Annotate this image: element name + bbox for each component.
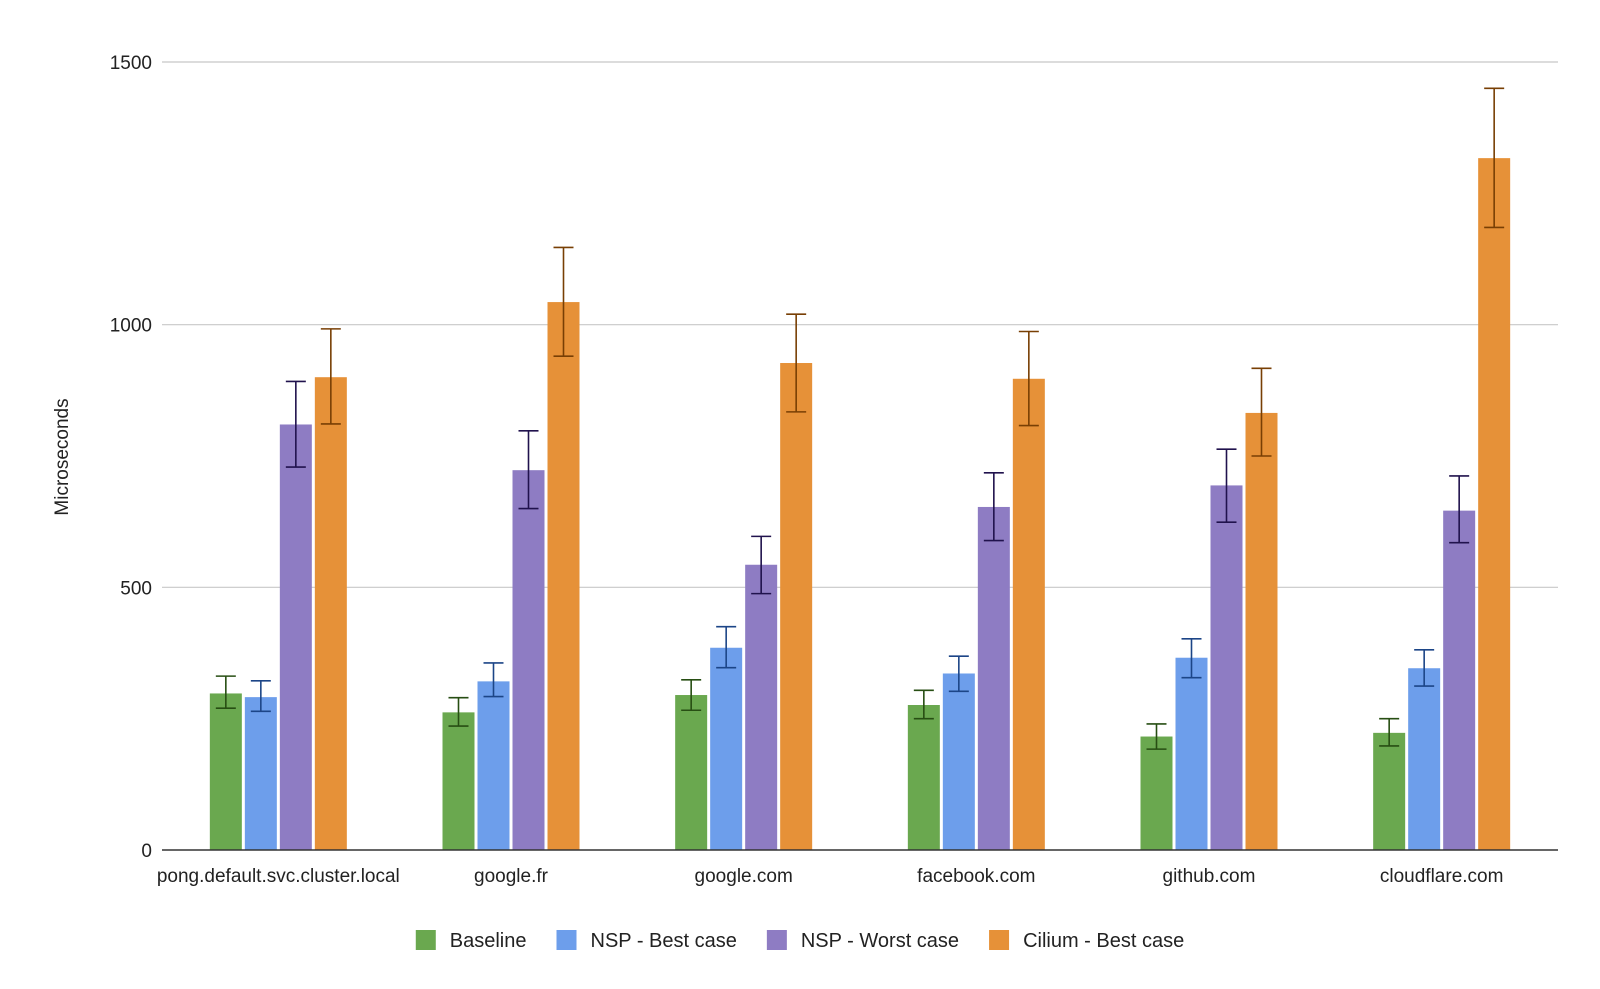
legend-swatch (556, 930, 577, 950)
error-bar (1449, 475, 1470, 544)
legend-item: Cilium - Best case (989, 930, 1184, 952)
error-bar (1146, 723, 1167, 750)
gridlines (162, 61, 1558, 588)
error-bar (250, 680, 271, 713)
error-bar (1379, 717, 1400, 747)
bar-cilium-best-case-1 (547, 302, 580, 850)
legend-swatch (415, 930, 436, 950)
error-bar (1484, 87, 1505, 229)
y-axis-ticks: 0 500 1000 1500 (110, 53, 152, 862)
bar-nsp-best-case-4 (1175, 657, 1208, 850)
legend-label: Baseline (450, 930, 527, 952)
error-bar (553, 246, 574, 357)
bars (209, 158, 1511, 851)
legend-swatch (766, 930, 787, 950)
error-bar (1414, 649, 1435, 687)
bar-cilium-best-case-4 (1245, 412, 1278, 850)
x-category-label: google.com (695, 866, 793, 887)
error-bar (1018, 330, 1039, 427)
x-axis-categories: pong.default.svc.cluster.local google.fr g… (157, 866, 1504, 887)
legend-item: NSP - Best case (556, 930, 737, 952)
error-bar (681, 678, 702, 712)
bar-cilium-best-case-5 (1478, 158, 1511, 851)
bar-nsp-best-case-2 (710, 647, 743, 850)
legend-item: Baseline (415, 930, 527, 952)
bar-baseline-3 (907, 705, 940, 850)
bar-nsp-worst-case-2 (745, 564, 778, 850)
error-bar (1181, 638, 1202, 679)
y-axis-title: Microseconds (52, 398, 73, 515)
bar-cilium-best-case-0 (314, 377, 347, 850)
bar-cilium-best-case-3 (1012, 378, 1045, 850)
error-bar (1251, 367, 1272, 457)
bar-cilium-best-case-2 (780, 363, 813, 850)
x-category-label: github.com (1163, 866, 1256, 887)
legend-label: NSP - Worst case (801, 930, 959, 952)
bar-baseline-0 (209, 693, 242, 850)
y-tick-label: 1500 (110, 53, 152, 74)
error-bar (518, 429, 539, 510)
error-bar (1216, 448, 1237, 523)
x-category-label: cloudflare.com (1380, 866, 1504, 887)
error-bar (716, 625, 737, 669)
x-category-label: google.fr (474, 866, 549, 887)
bar-nsp-best-case-3 (942, 673, 975, 850)
x-category-label: facebook.com (917, 866, 1035, 887)
bar-baseline-2 (675, 695, 708, 850)
bar-nsp-worst-case-5 (1443, 510, 1476, 850)
legend: Baseline NSP - Best case NSP - Worst case C… (415, 930, 1184, 952)
error-bar (948, 655, 969, 693)
y-tick-label: 1000 (110, 316, 152, 337)
legend-item: NSP - Worst case (766, 930, 959, 952)
legend-swatch (989, 930, 1010, 950)
error-bar (215, 675, 236, 709)
bar-nsp-best-case-5 (1408, 668, 1441, 850)
y-tick-label: 0 (141, 841, 152, 862)
error-bar (285, 380, 306, 468)
error-bar (751, 535, 772, 595)
bar-baseline-4 (1140, 736, 1173, 850)
legend-label: Cilium - Best case (1023, 930, 1184, 952)
error-bar (786, 313, 807, 413)
y-tick-label: 500 (120, 578, 152, 599)
bar-baseline-5 (1373, 732, 1406, 850)
error-bar (913, 689, 934, 720)
error-bar (483, 662, 504, 698)
bar-nsp-worst-case-3 (977, 506, 1010, 850)
error-bar (448, 696, 469, 727)
error-bar (320, 328, 341, 425)
error-bars (215, 87, 1505, 750)
bar-nsp-best-case-1 (477, 681, 510, 850)
x-category-label: pong.default.svc.cluster.local (157, 866, 400, 887)
bar-nsp-best-case-0 (244, 697, 277, 850)
bar-baseline-1 (442, 712, 475, 850)
error-bar (983, 472, 1004, 542)
bar-nsp-worst-case-4 (1210, 485, 1243, 850)
legend-label: NSP - Best case (591, 930, 737, 952)
bar-nsp-worst-case-1 (512, 470, 545, 850)
bar-nsp-worst-case-0 (279, 424, 312, 850)
